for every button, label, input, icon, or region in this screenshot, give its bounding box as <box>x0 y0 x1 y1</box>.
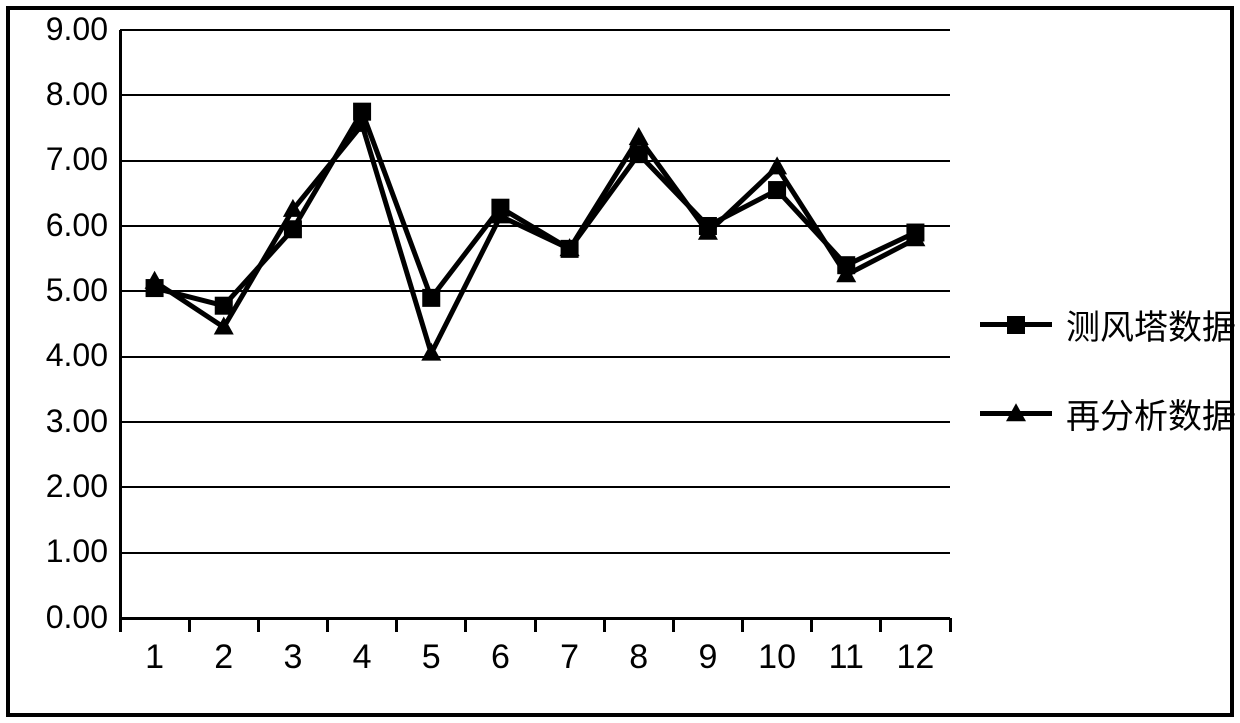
x-axis-label: 7 <box>540 638 600 677</box>
triangle-marker-icon <box>1006 403 1026 421</box>
legend-line-icon <box>980 411 1052 416</box>
gridline-y <box>120 225 950 227</box>
gridline-y <box>120 29 950 31</box>
x-tick <box>810 618 813 632</box>
y-axis-label: 6.00 <box>46 207 108 244</box>
gridline-y <box>120 356 950 358</box>
y-axis-label: 7.00 <box>46 141 108 178</box>
x-tick <box>464 618 467 632</box>
series-layer <box>120 30 950 618</box>
plot-area <box>120 30 950 618</box>
series-marker <box>421 343 441 361</box>
square-marker-icon <box>1007 316 1025 334</box>
gridline-y <box>120 552 950 554</box>
y-axis-label: 0.00 <box>46 599 108 636</box>
x-axis-label: 11 <box>816 638 876 677</box>
x-axis-label: 4 <box>332 638 392 677</box>
y-axis-line <box>119 30 122 618</box>
x-tick <box>741 618 744 632</box>
series-marker <box>629 127 649 145</box>
gridline-y <box>120 486 950 488</box>
y-axis-label: 3.00 <box>46 403 108 440</box>
x-tick <box>534 618 537 632</box>
x-axis-label: 6 <box>470 638 530 677</box>
y-axis-label: 1.00 <box>46 533 108 570</box>
gridline-y <box>120 290 950 292</box>
gridline-y <box>120 94 950 96</box>
x-tick <box>395 618 398 632</box>
x-axis-label: 9 <box>678 638 738 677</box>
y-axis-label: 4.00 <box>46 337 108 374</box>
series-marker <box>768 181 786 199</box>
y-axis-label: 5.00 <box>46 272 108 309</box>
gridline-y <box>120 160 950 162</box>
y-axis-label: 8.00 <box>46 76 108 113</box>
legend-line-icon <box>980 322 1052 327</box>
x-tick <box>188 618 191 632</box>
x-tick <box>119 618 122 632</box>
legend-label: 再分析数据 <box>1066 389 1236 438</box>
x-axis-label: 2 <box>194 638 254 677</box>
x-tick <box>603 618 606 632</box>
legend-item: 再分析数据 <box>980 389 1236 438</box>
x-axis-label: 3 <box>263 638 323 677</box>
x-axis-label: 1 <box>125 638 185 677</box>
x-tick <box>949 618 952 632</box>
x-axis-label: 5 <box>401 638 461 677</box>
gridline-y <box>120 421 950 423</box>
legend: 测风塔数据再分析数据 <box>980 300 1236 438</box>
x-tick <box>257 618 260 632</box>
legend-item: 测风塔数据 <box>980 300 1236 349</box>
x-tick <box>326 618 329 632</box>
y-axis-label: 9.00 <box>46 11 108 48</box>
x-axis-label: 8 <box>609 638 669 677</box>
y-axis-label: 2.00 <box>46 468 108 505</box>
x-tick <box>879 618 882 632</box>
x-tick <box>672 618 675 632</box>
x-axis-label: 10 <box>747 638 807 677</box>
x-axis-label: 12 <box>885 638 945 677</box>
legend-label: 测风塔数据 <box>1066 300 1236 349</box>
